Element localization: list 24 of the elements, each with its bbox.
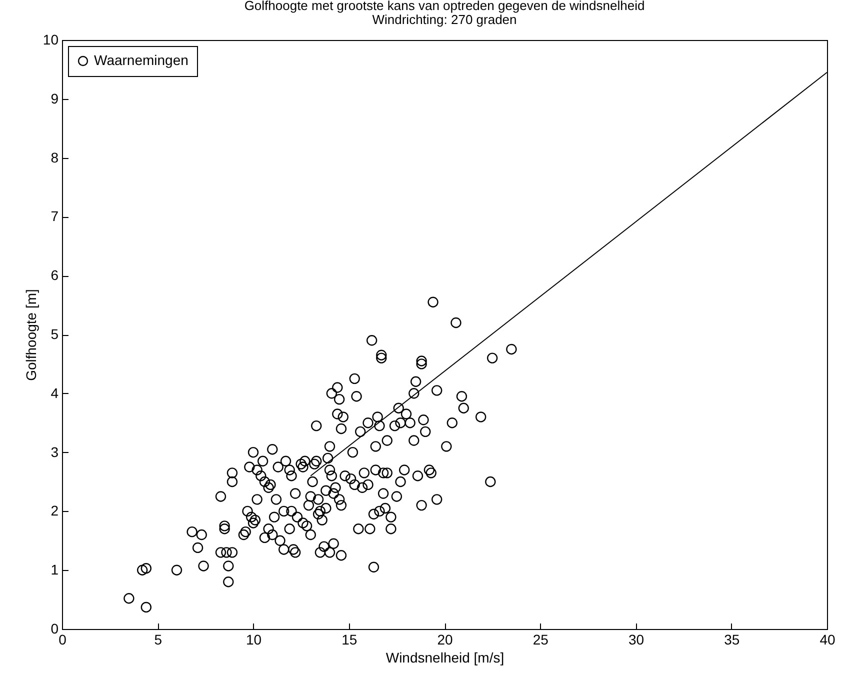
y-tick-label: 1 [50, 562, 59, 578]
chart-subtitle: Windrichting: 270 graden [372, 12, 517, 27]
y-tick-label: 3 [50, 444, 59, 460]
x-tick-label: 40 [820, 632, 836, 648]
y-tick-label: 2 [50, 502, 59, 519]
y-tick-label: 6 [50, 267, 59, 284]
x-axis-title: Windsnelheid [m/s] [386, 650, 504, 666]
x-tick-label: 30 [628, 632, 644, 648]
x-tick-label: 25 [532, 632, 549, 648]
y-tick-label: 9 [50, 90, 59, 106]
chart-title: Golfhoogte met grootste kans van optreden gegeven de windsnelheid [244, 0, 645, 13]
y-tick-label: 0 [50, 620, 59, 636]
x-tick-label: 10 [246, 632, 262, 648]
x-tick-label: 35 [724, 632, 740, 648]
x-tick-label: 20 [437, 632, 453, 648]
legend-label: Waarnemingen [94, 52, 188, 68]
y-axis-title: Golfhoogte [m] [22, 289, 39, 381]
x-tick-label: 5 [154, 632, 162, 648]
y-tick-label: 4 [50, 384, 59, 401]
y-tick-label: 5 [50, 326, 59, 342]
y-tick-label: 8 [50, 149, 59, 166]
y-tick-label: 10 [42, 32, 59, 48]
y-tick-label: 7 [50, 208, 59, 224]
x-tick-label: 15 [342, 632, 358, 648]
